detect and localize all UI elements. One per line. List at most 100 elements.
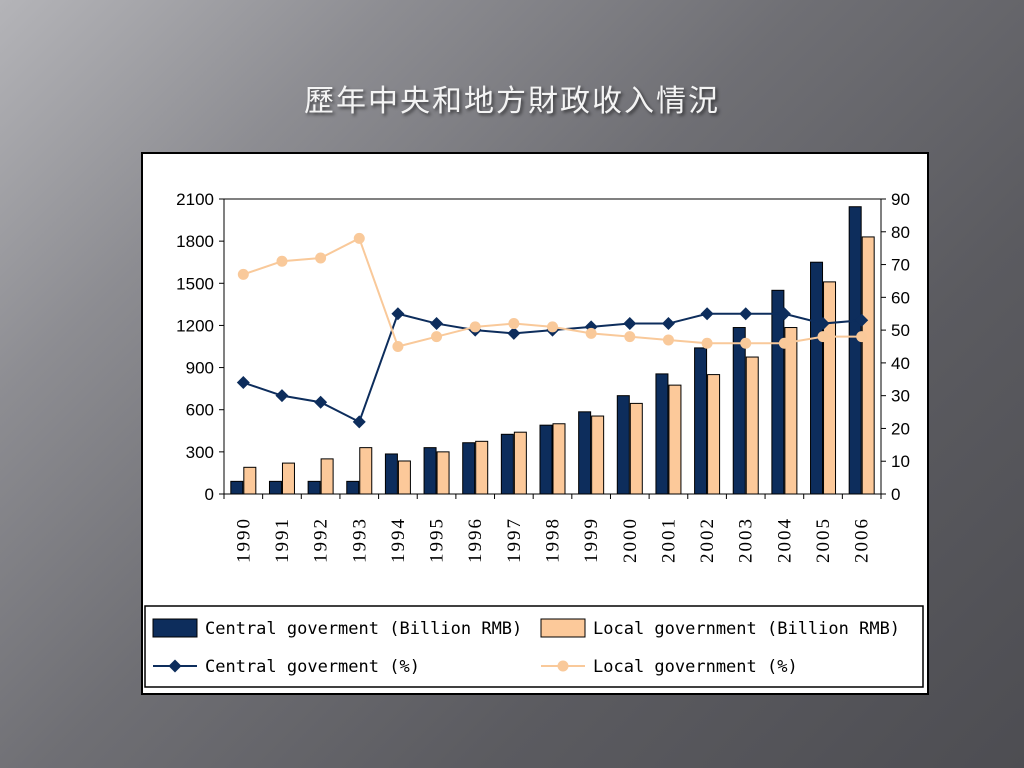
x-axis-tick-label: 1993 — [349, 517, 370, 563]
marker-local-percent — [431, 331, 443, 343]
marker-local-percent — [547, 321, 558, 333]
bar-central — [578, 411, 592, 495]
axes-layer: 0 300 600 900 1200 1500 1800 2100 0 10 20 30 40 50 60 7… — [176, 190, 910, 563]
right-axis-tick-label: 30 — [891, 387, 910, 406]
marker-central-percent — [507, 326, 521, 340]
bars-layer — [230, 206, 875, 495]
left-axis-tick-label: 1200 — [176, 316, 214, 335]
marker-local-percent — [662, 334, 674, 346]
slide-title: 歷年中央和地方財政收入情況 — [304, 84, 720, 119]
bar-central — [655, 373, 669, 495]
marker-central-percent — [855, 313, 869, 327]
bar-local — [397, 460, 411, 495]
x-axis-tick-label: 1991 — [272, 517, 293, 563]
x-axis-tick-label: 1992 — [311, 517, 332, 563]
marker-local-percent — [237, 268, 249, 280]
bar-local — [475, 440, 489, 495]
x-axis-tick-label: 1994 — [388, 517, 409, 563]
bar-local — [629, 402, 643, 495]
left-axis-tick-label: 300 — [186, 443, 214, 462]
right-axis-tick-label: 50 — [891, 321, 910, 340]
marker-central-percent — [661, 317, 675, 331]
bar-local — [861, 236, 875, 495]
x-axis-tick-label: 2003 — [736, 517, 757, 563]
legend-diamond-icon — [168, 659, 182, 673]
left-axis-tick-label: 1500 — [176, 274, 214, 293]
bar-central — [462, 442, 476, 495]
lines-layer — [236, 232, 869, 429]
right-axis-tick-label: 60 — [891, 288, 910, 307]
left-axis-tick-label: 1800 — [176, 232, 214, 251]
legend-circle-icon — [557, 660, 569, 672]
bar-local — [552, 423, 566, 495]
marker-central-percent — [275, 389, 289, 403]
marker-central-percent — [236, 376, 250, 390]
marker-local-percent — [740, 337, 752, 349]
bar-central — [346, 480, 360, 495]
x-axis-tick-label: 1997 — [504, 517, 525, 563]
marker-central-percent — [391, 307, 405, 321]
marker-central-percent — [352, 415, 366, 429]
left-axis-tick-label: 900 — [186, 359, 214, 378]
legend-box — [144, 605, 924, 688]
bar-local — [823, 281, 837, 495]
marker-local-percent — [469, 321, 481, 333]
bar-local — [591, 415, 605, 495]
bar-central — [616, 395, 630, 495]
right-axis-tick-label: 70 — [891, 256, 910, 275]
bar-local — [243, 466, 257, 495]
x-axis-tick-label: 1998 — [543, 517, 564, 563]
marker-local-percent — [778, 337, 790, 349]
x-axis-tick-label: 2006 — [852, 517, 873, 563]
left-axis-tick-label: 2100 — [176, 190, 214, 209]
legend-label: Local government (%) — [593, 657, 798, 677]
legend-label: Central goverment (%) — [205, 657, 420, 677]
bar-central — [307, 480, 321, 495]
x-axis-tick-label: 1999 — [581, 517, 602, 563]
bar-central — [732, 327, 746, 495]
legend-swatch-local-bar — [540, 618, 586, 638]
right-axis-tick-label: 20 — [891, 419, 910, 438]
bar-central — [268, 480, 282, 495]
left-axis-tick-label: 600 — [186, 401, 214, 420]
legend-label: Local government (Billion RMB) — [593, 619, 900, 639]
chart-svg: 0 300 600 900 1200 1500 1800 2100 0 10 20 30 40 50 60 7… — [144, 190, 924, 688]
right-axis-tick-label: 40 — [891, 354, 910, 373]
marker-central-percent — [430, 317, 444, 331]
chart-container: 0 300 600 900 1200 1500 1800 2100 0 10 20 30 40 50 60 7… — [141, 152, 929, 695]
marker-local-percent — [817, 331, 829, 343]
bar-local — [513, 431, 527, 495]
x-axis-tick-label: 1996 — [465, 517, 486, 563]
x-axis-tick-label: 1990 — [233, 517, 254, 563]
bar-central — [771, 289, 785, 495]
marker-local-percent — [315, 252, 327, 264]
bar-central — [810, 261, 824, 495]
x-axis-tick-label: 1995 — [427, 517, 448, 563]
right-axis-tick-label: 90 — [891, 190, 910, 209]
marker-local-percent — [585, 327, 597, 339]
right-axis-tick-label: 80 — [891, 223, 910, 242]
bar-local — [436, 451, 450, 495]
bar-central — [384, 453, 398, 495]
x-axis-tick-label: 2001 — [658, 517, 679, 563]
bar-central — [500, 433, 514, 495]
bar-local — [320, 458, 334, 495]
bar-local — [668, 384, 682, 495]
bar-central — [230, 480, 244, 495]
marker-local-percent — [624, 331, 636, 343]
bar-local — [784, 327, 798, 495]
left-axis-tick-label: 0 — [205, 485, 214, 504]
marker-central-percent — [700, 307, 714, 321]
marker-local-percent — [856, 331, 868, 343]
marker-central-percent — [739, 307, 753, 321]
marker-local-percent — [392, 341, 404, 352]
bar-central — [848, 206, 862, 495]
marker-local-percent — [353, 232, 365, 244]
bar-central — [423, 447, 437, 495]
bar-local — [359, 447, 373, 495]
x-axis-tick-label: 2004 — [774, 517, 795, 563]
marker-local-percent — [701, 337, 713, 349]
right-axis-tick-label: 0 — [891, 485, 900, 504]
legend-label: Central goverment (Billion RMB) — [205, 619, 522, 639]
marker-local-percent — [508, 318, 520, 330]
